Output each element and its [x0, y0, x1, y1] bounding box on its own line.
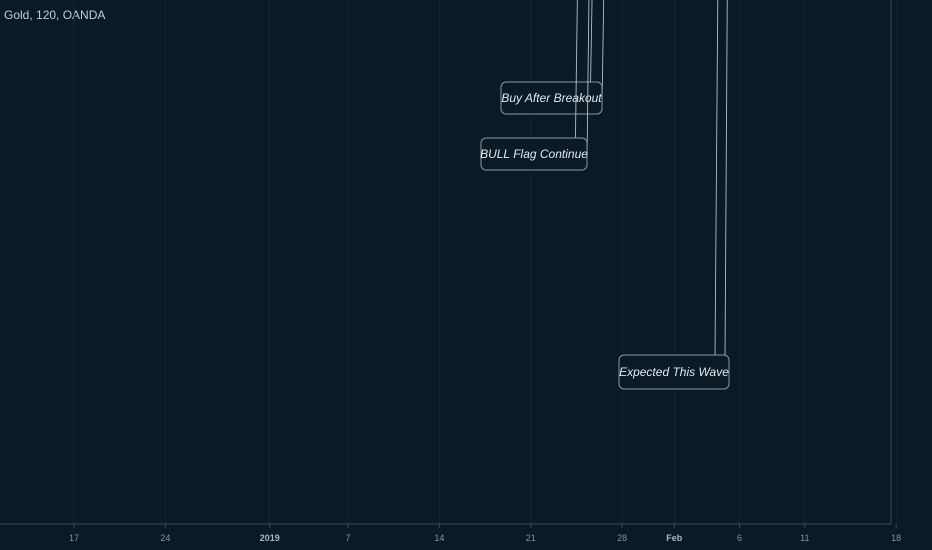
chart-title: Gold, 120, OANDA — [4, 8, 106, 22]
time-tick-label: 28 — [617, 533, 627, 543]
annotation-leader — [574, 0, 590, 171]
time-tick-label: 6 — [737, 533, 742, 543]
time-tick-label: 2019 — [260, 533, 280, 543]
time-tick-label: Feb — [666, 533, 683, 543]
grid-lines — [73, 0, 897, 524]
time-tick-label: 14 — [434, 533, 444, 543]
time-tick-label: 24 — [160, 533, 170, 543]
annotation-text: BULL Flag Continue — [480, 147, 588, 161]
annotation-text: Buy After Breakout — [501, 91, 602, 105]
annotation-box — [480, 137, 588, 171]
time-tick-label: 7 — [346, 533, 351, 543]
annotation-text: Expected This Wave — [619, 365, 729, 379]
annotation-box — [500, 81, 603, 115]
time-axis[interactable]: 17 24 2019 7 14 21 28 Feb 6 11 18 — [0, 523, 901, 543]
price-axis[interactable]: 1270.0001280.0001290.0001300.0001310.000… — [890, 0, 932, 524]
annotation-box — [618, 354, 730, 390]
annotation-buy-after-breakout[interactable]: Buy After Breakout — [500, 0, 700, 115]
annotation-leader — [589, 0, 605, 115]
time-tick-label: 18 — [891, 533, 901, 543]
annotation-bull-flag[interactable]: BULL Flag Continue — [480, 0, 661, 171]
time-tick-label: 17 — [69, 533, 79, 543]
time-tick-label: 11 — [800, 533, 809, 543]
annotations: Buy After Breakout BULL Flag Continue Expe… — [480, 0, 766, 390]
annotation-leader — [714, 0, 728, 360]
time-tick-label: 21 — [526, 533, 536, 543]
annotation-expected-wave[interactable]: Expected This Wave — [618, 0, 766, 390]
